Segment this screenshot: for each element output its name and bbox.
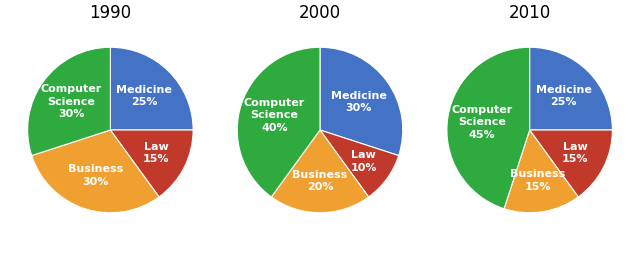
Text: Medicine
25%: Medicine 25% [536, 85, 591, 107]
Title: 2010: 2010 [509, 4, 551, 22]
Text: Computer
Science
30%: Computer Science 30% [41, 84, 102, 119]
Wedge shape [28, 47, 110, 155]
Text: Law
15%: Law 15% [562, 142, 589, 165]
Wedge shape [447, 47, 530, 209]
Text: Law
10%: Law 10% [350, 151, 377, 173]
Title: 2000: 2000 [299, 4, 341, 22]
Wedge shape [504, 130, 579, 213]
Wedge shape [271, 130, 369, 213]
Text: Medicine
25%: Medicine 25% [116, 85, 172, 107]
Wedge shape [31, 130, 159, 213]
Title: 1990: 1990 [90, 4, 131, 22]
Text: Business
15%: Business 15% [510, 170, 565, 192]
Wedge shape [320, 47, 403, 155]
Wedge shape [530, 130, 612, 197]
Wedge shape [320, 130, 399, 197]
Text: Law
15%: Law 15% [143, 142, 170, 165]
Wedge shape [237, 47, 320, 197]
Wedge shape [110, 130, 193, 197]
Text: Business
20%: Business 20% [292, 170, 348, 192]
Wedge shape [530, 47, 612, 130]
Text: Computer
Science
45%: Computer Science 45% [452, 105, 513, 140]
Wedge shape [110, 47, 193, 130]
Text: Medicine
30%: Medicine 30% [331, 90, 387, 113]
Text: Computer
Science
40%: Computer Science 40% [244, 98, 305, 133]
Text: Business
30%: Business 30% [68, 164, 123, 187]
